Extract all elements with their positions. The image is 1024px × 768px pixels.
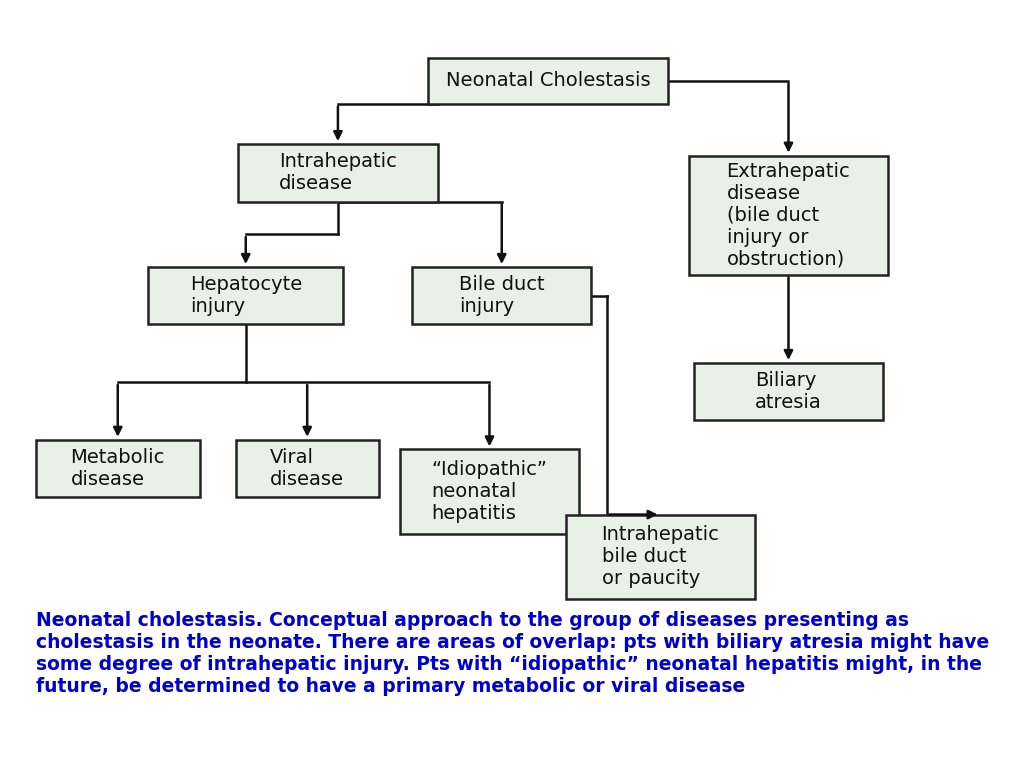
Text: “Idiopathic”
neonatal
hepatitis: “Idiopathic” neonatal hepatitis (431, 460, 548, 523)
FancyBboxPatch shape (236, 439, 379, 498)
Text: Viral
disease: Viral disease (270, 448, 344, 489)
Text: Hepatocyte
injury: Hepatocyte injury (189, 275, 302, 316)
Text: Neonatal Cholestasis: Neonatal Cholestasis (445, 71, 650, 90)
Text: Biliary
atresia: Biliary atresia (755, 371, 822, 412)
FancyBboxPatch shape (694, 363, 883, 421)
Text: Neonatal cholestasis. Conceptual approach to the group of diseases presenting as: Neonatal cholestasis. Conceptual approac… (36, 611, 989, 696)
FancyBboxPatch shape (412, 267, 591, 325)
Text: Metabolic
disease: Metabolic disease (71, 448, 165, 489)
FancyBboxPatch shape (148, 267, 343, 325)
Text: Bile duct
injury: Bile duct injury (459, 275, 545, 316)
Text: Intrahepatic
disease: Intrahepatic disease (279, 152, 397, 194)
Text: Intrahepatic
bile duct
or paucity: Intrahepatic bile duct or paucity (601, 525, 720, 588)
Text: Extrahepatic
disease
(bile duct
injury or
obstruction): Extrahepatic disease (bile duct injury o… (727, 161, 850, 269)
FancyBboxPatch shape (688, 155, 888, 275)
FancyBboxPatch shape (565, 515, 756, 599)
FancyBboxPatch shape (238, 144, 438, 201)
FancyBboxPatch shape (428, 58, 669, 104)
FancyBboxPatch shape (399, 449, 579, 534)
FancyBboxPatch shape (36, 439, 200, 498)
